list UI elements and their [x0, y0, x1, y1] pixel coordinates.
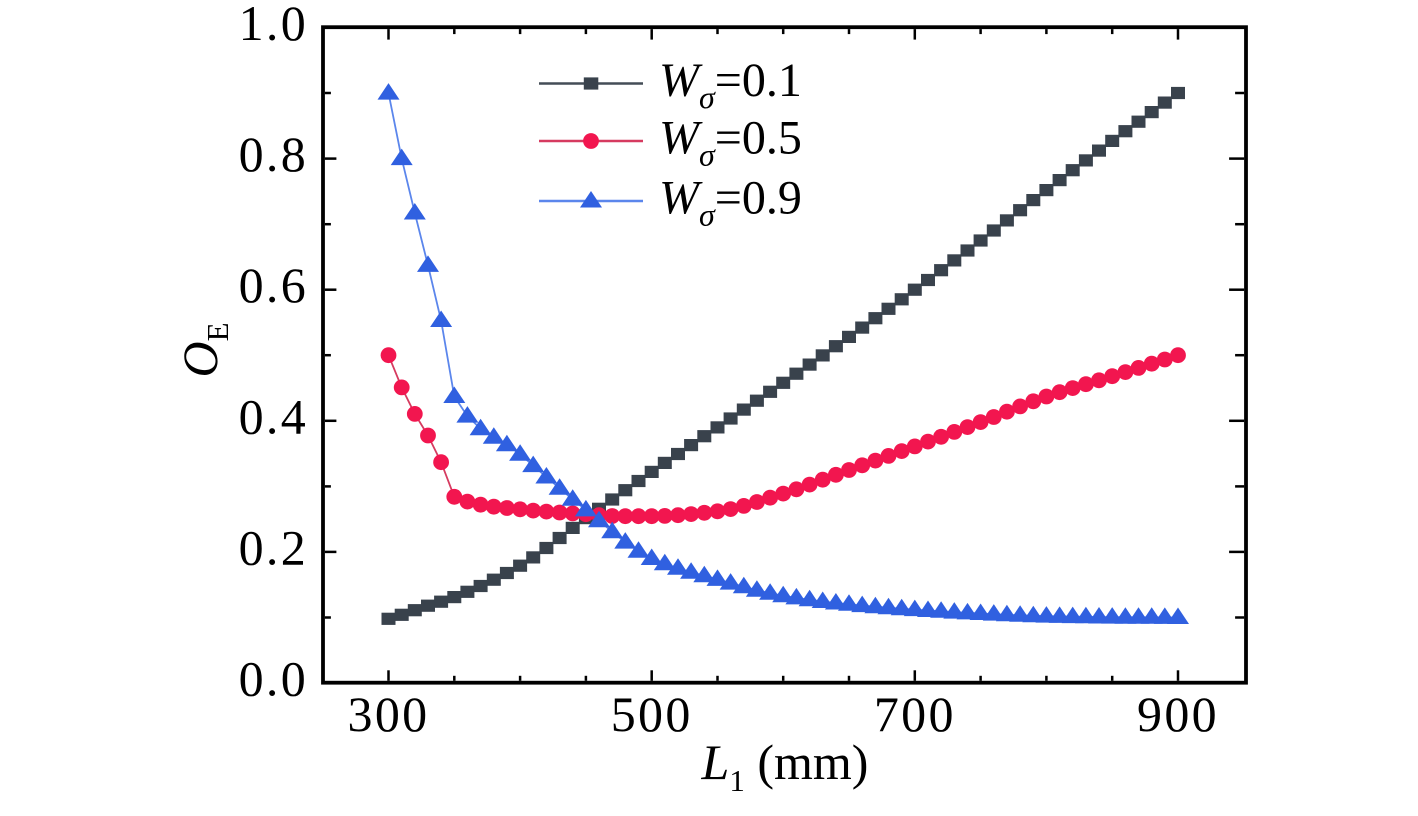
svg-text:0.8: 0.8 [239, 126, 308, 182]
svg-text:500: 500 [611, 686, 693, 742]
svg-text:OE: OE [172, 322, 235, 377]
svg-text:L1 (mm): L1 (mm) [701, 734, 869, 798]
svg-text:0.4: 0.4 [239, 388, 308, 444]
svg-text:0.6: 0.6 [239, 257, 308, 313]
svg-text:900: 900 [1137, 686, 1219, 742]
svg-text:1.0: 1.0 [239, 0, 308, 51]
svg-text:Wσ=0.5: Wσ=0.5 [659, 112, 802, 173]
svg-text:Wσ=0.9: Wσ=0.9 [659, 172, 802, 233]
svg-text:Wσ=0.1: Wσ=0.1 [659, 54, 802, 115]
svg-text:300: 300 [348, 686, 430, 742]
svg-text:0.2: 0.2 [239, 519, 308, 575]
svg-text:700: 700 [874, 686, 956, 742]
svg-text:0.0: 0.0 [239, 651, 308, 707]
